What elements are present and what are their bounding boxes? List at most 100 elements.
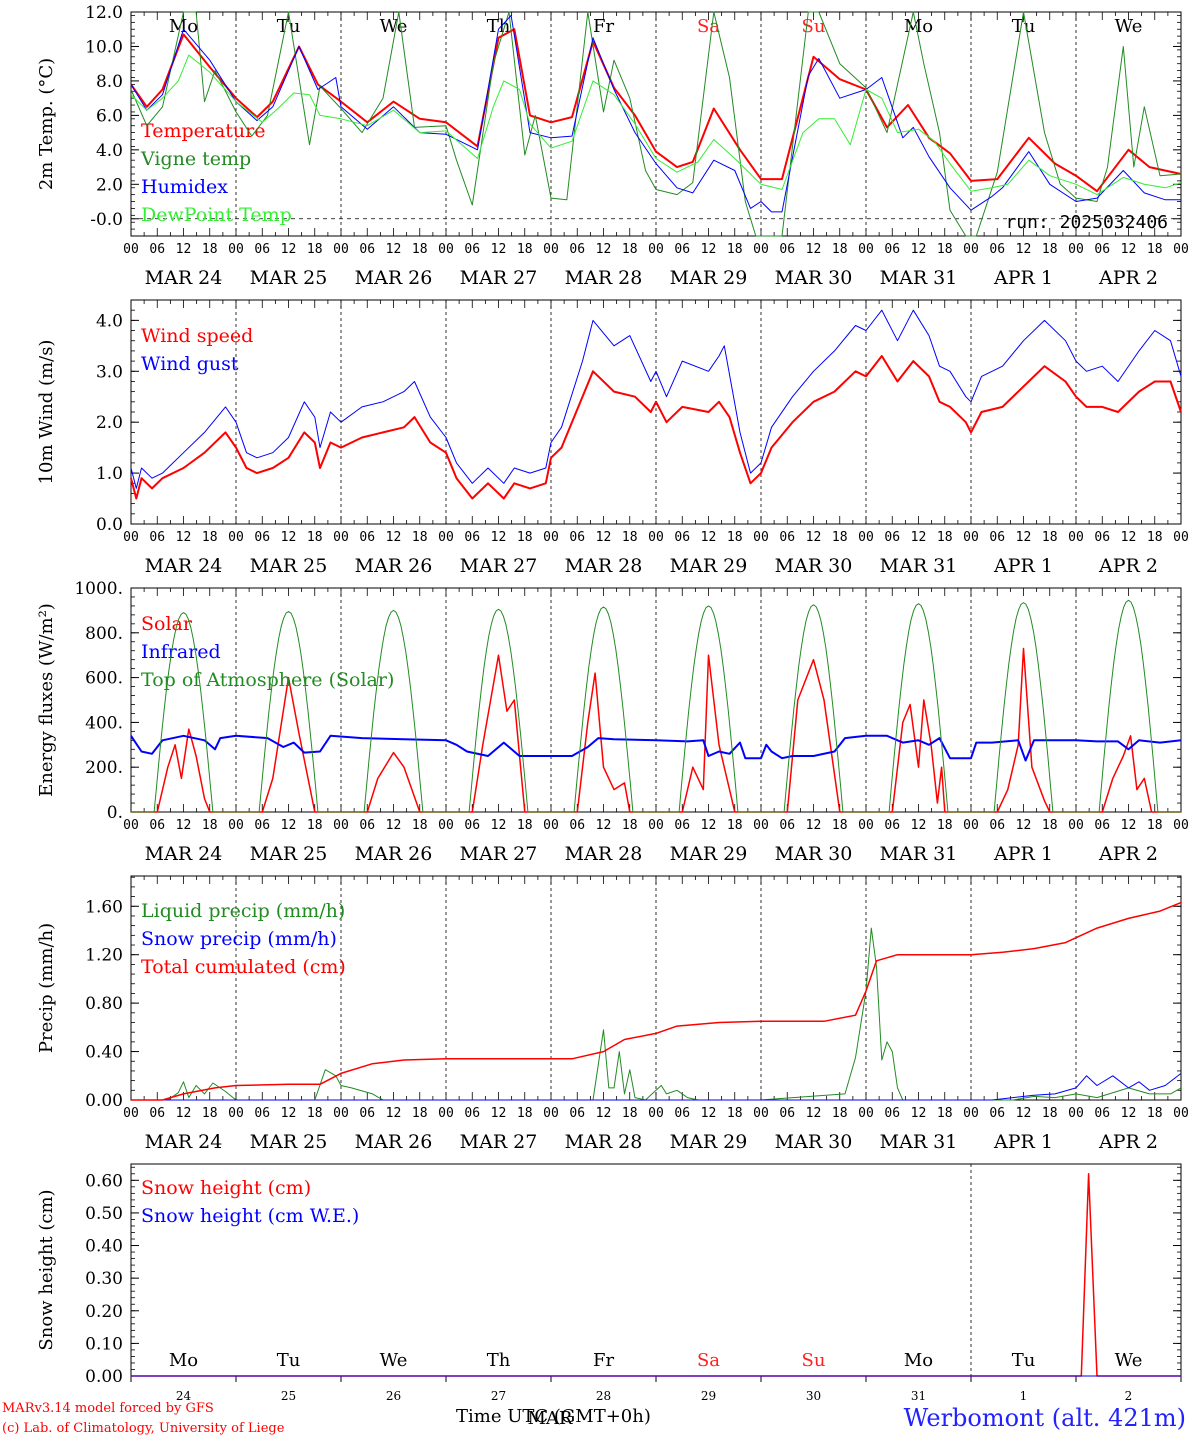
hour-label: 12 bbox=[176, 242, 192, 257]
hour-label: 06 bbox=[779, 242, 795, 257]
y-tick-label: 0.30 bbox=[85, 1269, 123, 1289]
hour-label: 06 bbox=[1094, 242, 1110, 257]
hour-label: 06 bbox=[884, 242, 900, 257]
hour-label: 00 bbox=[753, 242, 769, 257]
hour-label: 06 bbox=[674, 1106, 690, 1121]
hour-label: 12 bbox=[176, 530, 192, 545]
date-label: MAR 24 bbox=[145, 1131, 223, 1153]
date-label: MAR 28 bbox=[565, 555, 643, 577]
hour-label: 00 bbox=[438, 530, 454, 545]
hour-label: 12 bbox=[701, 818, 717, 833]
y-tick-label: 8.0 bbox=[96, 72, 123, 92]
hour-label: 18 bbox=[1147, 818, 1163, 833]
hour-label: 00 bbox=[1068, 530, 1084, 545]
hour-label: 12 bbox=[1016, 530, 1032, 545]
hour-label: 18 bbox=[412, 818, 428, 833]
hour-label: 12 bbox=[1121, 818, 1137, 833]
hour-label: 12 bbox=[701, 530, 717, 545]
hour-label: 06 bbox=[674, 530, 690, 545]
y-tick-label: 1.20 bbox=[85, 946, 123, 966]
date-label: MAR 28 bbox=[565, 1131, 643, 1153]
date-label: MAR 29 bbox=[670, 1131, 748, 1153]
hour-label: 18 bbox=[1042, 530, 1058, 545]
hour-label: 00 bbox=[543, 242, 559, 257]
hour-label: 18 bbox=[1042, 818, 1058, 833]
y-tick-label: 0.0 bbox=[96, 515, 123, 535]
hour-label: 06 bbox=[359, 818, 375, 833]
hour-label: 18 bbox=[202, 818, 218, 833]
hour-label: 06 bbox=[359, 242, 375, 257]
hour-label: 00 bbox=[1173, 1106, 1189, 1121]
date-label: MAR 29 bbox=[670, 267, 748, 289]
lab-credit: (c) Lab. of Climatology, University of L… bbox=[2, 1421, 285, 1436]
series-line bbox=[131, 1073, 1182, 1101]
hour-label: 00 bbox=[1173, 242, 1189, 257]
hour-label: 06 bbox=[884, 1106, 900, 1121]
y-tick-label: 2.0 bbox=[96, 175, 123, 195]
series-line bbox=[130, 11, 1182, 237]
hour-label: 18 bbox=[622, 818, 638, 833]
legend-entry: Infrared bbox=[141, 641, 221, 663]
y-tick-label: 0.80 bbox=[85, 994, 123, 1014]
hour-label: 06 bbox=[464, 242, 480, 257]
hour-label: 06 bbox=[149, 1106, 165, 1121]
series-line bbox=[131, 599, 1181, 813]
hour-label: 06 bbox=[674, 818, 690, 833]
hour-label: 00 bbox=[1173, 530, 1189, 545]
day-abbrev: Tu bbox=[277, 16, 301, 37]
hour-label: 00 bbox=[858, 242, 874, 257]
hour-label: 00 bbox=[858, 818, 874, 833]
day-abbrev: Sa bbox=[697, 1350, 720, 1371]
date-label: MAR 31 bbox=[880, 267, 958, 289]
hour-label: 12 bbox=[491, 818, 507, 833]
legend-entry: Wind gust bbox=[141, 353, 239, 375]
hour-label: 18 bbox=[202, 530, 218, 545]
hour-label: 12 bbox=[911, 530, 927, 545]
hour-label: 18 bbox=[832, 242, 848, 257]
hour-label: 00 bbox=[228, 530, 244, 545]
hour-label: 06 bbox=[569, 530, 585, 545]
hour-label: 12 bbox=[911, 1106, 927, 1121]
hour-label: 06 bbox=[149, 530, 165, 545]
hour-label: 00 bbox=[543, 530, 559, 545]
hour-label: 12 bbox=[1016, 242, 1032, 257]
hour-label: 06 bbox=[989, 242, 1005, 257]
hour-label: 18 bbox=[517, 818, 533, 833]
hour-label: 18 bbox=[832, 818, 848, 833]
hour-label: 18 bbox=[517, 530, 533, 545]
y-tick-label: 10.0 bbox=[85, 37, 123, 57]
y-tick-label: 0.00 bbox=[85, 1091, 123, 1111]
hour-label: 12 bbox=[596, 1106, 612, 1121]
date-label: MAR 31 bbox=[880, 843, 958, 865]
date-label: MAR 26 bbox=[355, 843, 433, 865]
hour-label: 18 bbox=[727, 530, 743, 545]
date-label: MAR 26 bbox=[355, 267, 433, 289]
series-line bbox=[130, 28, 1182, 193]
hour-label: 00 bbox=[333, 242, 349, 257]
day-number: 1 bbox=[1020, 1389, 1028, 1403]
series-line bbox=[131, 647, 1181, 813]
day-abbrev: We bbox=[380, 1350, 408, 1371]
date-label: APR 1 bbox=[993, 267, 1053, 289]
day-abbrev: Th bbox=[487, 1350, 511, 1371]
hour-label: 18 bbox=[937, 242, 953, 257]
day-abbrev: We bbox=[1115, 1350, 1143, 1371]
hour-label: 18 bbox=[622, 530, 638, 545]
y-tick-label: 1000. bbox=[74, 579, 123, 599]
hour-label: 06 bbox=[464, 530, 480, 545]
date-label: MAR 29 bbox=[670, 555, 748, 577]
y-tick-label: 4.0 bbox=[96, 141, 123, 161]
hour-label: 00 bbox=[648, 1106, 664, 1121]
hour-label: 00 bbox=[753, 1106, 769, 1121]
hour-label: 06 bbox=[884, 530, 900, 545]
day-abbrev: Tu bbox=[277, 1350, 301, 1371]
hour-label: 12 bbox=[176, 818, 192, 833]
hour-label: 12 bbox=[491, 530, 507, 545]
hour-label: 06 bbox=[254, 818, 270, 833]
y-axis-label: Energy fluxes (W/m²) bbox=[36, 603, 57, 797]
hour-label: 18 bbox=[412, 242, 428, 257]
day-number: 28 bbox=[596, 1389, 611, 1403]
hour-label: 12 bbox=[701, 1106, 717, 1121]
hour-label: 12 bbox=[911, 242, 927, 257]
